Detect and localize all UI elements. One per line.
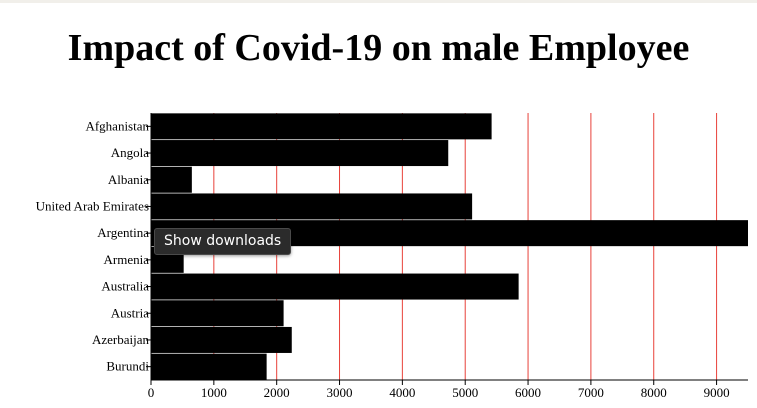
show-downloads-tooltip: Show downloads [154, 228, 292, 255]
y-tick-label: United Arab Emirates [36, 198, 149, 213]
chart-title: Impact of Covid-19 on male Employee [67, 27, 690, 69]
bar-austria [151, 300, 284, 327]
y-tick-label: Albania [108, 172, 149, 187]
y-tick-label: Angola [111, 145, 150, 160]
axes: Afghanistan Angola Albania United Arab Emir… [36, 113, 748, 400]
bar-australia [151, 273, 519, 300]
x-tick-label: 1000 [201, 385, 227, 400]
bar-azerbaijan [151, 326, 292, 353]
y-tick-label: Armenia [104, 252, 150, 267]
bar-united-arab-emirates [151, 193, 473, 220]
x-tick-label: 4000 [389, 385, 415, 400]
y-tick-label: Burundi [106, 359, 149, 374]
bar-burundi [151, 353, 267, 380]
y-tick-label: Austria [111, 305, 150, 320]
bar-afghanistan [151, 113, 492, 140]
bars [151, 113, 748, 380]
x-tick-label: 7000 [578, 385, 604, 400]
bar-angola [151, 140, 449, 167]
bar-albania [151, 166, 192, 193]
x-tick-label: 3000 [327, 385, 353, 400]
y-tick-label: Azerbaijan [92, 332, 150, 347]
x-tick-label: 9000 [704, 385, 730, 400]
y-tick-label: Australia [101, 279, 149, 294]
y-tick-label: Afghanistan [85, 118, 149, 133]
window-top-strip [0, 0, 757, 3]
x-tick-label: 8000 [641, 385, 667, 400]
x-tick-label: 6000 [515, 385, 541, 400]
x-tick-label: 0 [148, 385, 155, 400]
x-tick-label: 2000 [264, 385, 290, 400]
y-tick-label: Argentina [97, 225, 149, 240]
x-tick-label: 5000 [452, 385, 478, 400]
